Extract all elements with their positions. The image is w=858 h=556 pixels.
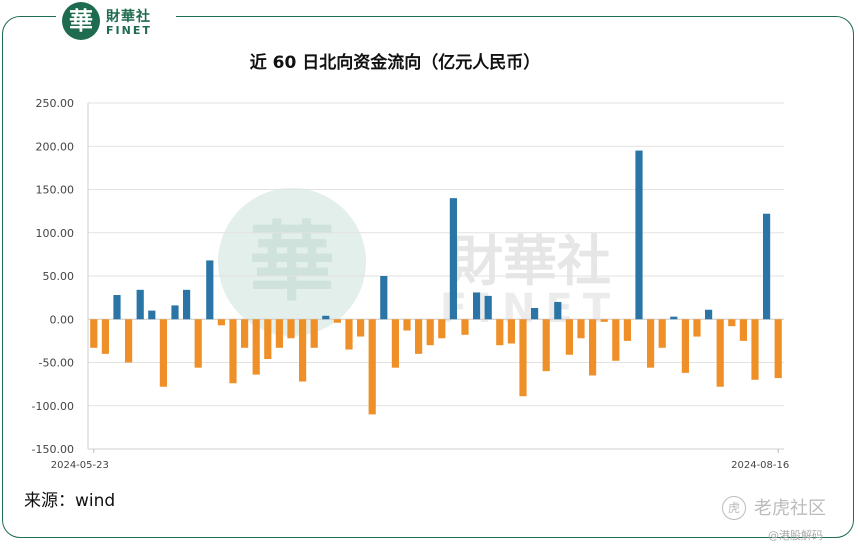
bar	[194, 319, 202, 368]
bar	[496, 319, 504, 346]
bar	[519, 319, 527, 397]
x-tick-label-start: 2024-05-23	[51, 460, 109, 471]
bar	[380, 276, 388, 320]
y-tick-label: -100.00	[32, 400, 74, 413]
y-tick-label: 250.00	[36, 97, 75, 110]
bar	[461, 319, 469, 335]
bar	[403, 319, 411, 331]
bar	[647, 319, 655, 368]
bar	[716, 319, 724, 387]
bar	[473, 292, 481, 320]
bar	[136, 289, 144, 320]
bar	[600, 319, 608, 322]
source-note: 来源：wind	[24, 491, 116, 511]
background-logo-watermark-char: 華	[249, 212, 335, 313]
y-tick-label: 200.00	[36, 140, 75, 153]
bar	[252, 319, 260, 375]
bar	[391, 319, 399, 368]
y-tick-label: 150.00	[36, 184, 75, 197]
bar	[751, 319, 759, 380]
finet-logo: 華 財華社 FINET	[56, 0, 176, 44]
bar	[159, 319, 167, 387]
bar	[438, 319, 446, 339]
bar	[368, 319, 376, 415]
y-tick-label: 100.00	[36, 227, 75, 240]
watermark-subtext: @港股解码	[768, 529, 823, 542]
bar	[449, 198, 457, 320]
bar	[612, 319, 620, 361]
chart-frame	[2, 16, 854, 538]
bar	[264, 319, 272, 360]
bar	[101, 319, 109, 354]
bar	[275, 319, 283, 348]
bar	[125, 319, 133, 363]
bar	[357, 319, 365, 337]
bar	[113, 295, 121, 320]
bar	[217, 319, 225, 326]
bar	[728, 319, 736, 327]
bar	[241, 319, 249, 348]
chart-title: 近 60 日北向资金流向（亿元人民币）	[249, 53, 541, 73]
bar	[426, 319, 434, 346]
bar	[635, 150, 643, 320]
bar	[183, 289, 191, 320]
y-tick-label: -50.00	[39, 357, 74, 370]
bar	[565, 319, 573, 355]
bar	[148, 310, 156, 320]
bar	[90, 319, 98, 348]
bar	[774, 319, 782, 379]
finet-logo-badge: 華	[62, 2, 100, 40]
bar	[310, 319, 318, 348]
bar	[705, 309, 713, 320]
bar	[577, 319, 585, 339]
bar	[589, 319, 597, 376]
y-tick-label: 50.00	[43, 270, 75, 283]
bar	[658, 319, 666, 348]
background-logo-watermark	[218, 188, 366, 336]
bar	[299, 319, 307, 382]
bar	[333, 319, 341, 323]
bar	[681, 319, 689, 373]
bar	[322, 315, 330, 320]
bar	[415, 319, 423, 354]
bar	[531, 308, 539, 320]
bar	[484, 295, 492, 320]
finet-logo-name-en: FINET	[106, 24, 152, 37]
bar	[287, 319, 295, 339]
bar	[171, 305, 179, 320]
bar	[542, 319, 550, 372]
bar	[345, 319, 353, 350]
bar	[206, 260, 214, 320]
y-tick-label: -150.00	[32, 443, 74, 456]
bar	[229, 319, 237, 384]
background-brand-watermark: 財華社	[449, 230, 611, 293]
bar	[693, 319, 701, 337]
bar	[763, 213, 771, 320]
bar	[623, 319, 631, 341]
bar	[670, 316, 678, 320]
watermark-text: 老虎社区	[754, 498, 826, 519]
x-tick-label-end: 2024-08-16	[731, 460, 789, 471]
bar	[554, 301, 562, 320]
finet-logo-name-cn: 財華社	[106, 9, 151, 25]
bar	[507, 319, 515, 344]
tiger-icon: 虎	[722, 496, 746, 520]
y-tick-label: 0.00	[50, 313, 75, 326]
bar	[739, 319, 747, 341]
